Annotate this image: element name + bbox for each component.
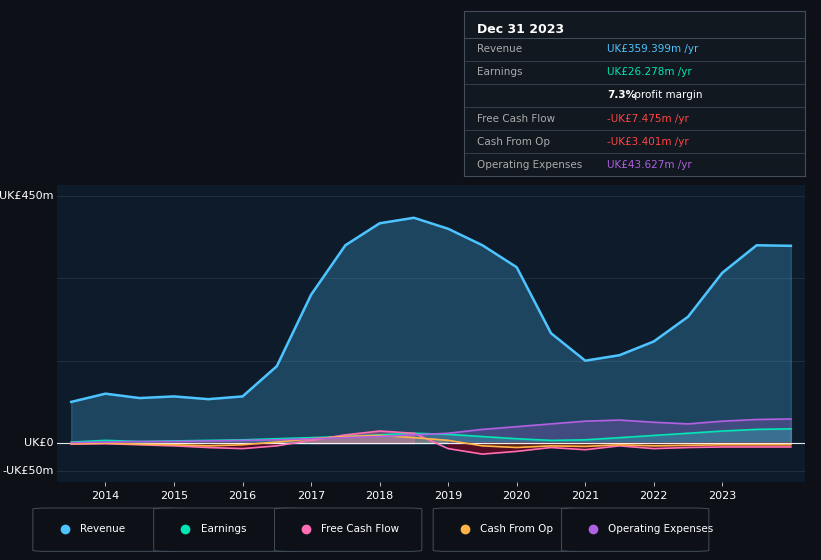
FancyBboxPatch shape	[562, 508, 709, 552]
Text: UK£359.399m /yr: UK£359.399m /yr	[607, 44, 699, 54]
FancyBboxPatch shape	[154, 508, 301, 552]
FancyBboxPatch shape	[274, 508, 422, 552]
Text: UK£450m: UK£450m	[0, 191, 53, 201]
Text: UK£26.278m /yr: UK£26.278m /yr	[607, 67, 692, 77]
Text: Earnings: Earnings	[478, 67, 523, 77]
Text: profit margin: profit margin	[631, 91, 702, 100]
Text: Operating Expenses: Operating Expenses	[478, 160, 583, 170]
Text: 7.3%: 7.3%	[607, 91, 636, 100]
Text: Operating Expenses: Operating Expenses	[608, 524, 713, 534]
Text: -UK£3.401m /yr: -UK£3.401m /yr	[607, 137, 689, 147]
Text: -UK£7.475m /yr: -UK£7.475m /yr	[607, 114, 689, 124]
Text: Cash From Op: Cash From Op	[480, 524, 553, 534]
Text: Dec 31 2023: Dec 31 2023	[478, 23, 565, 36]
Text: Free Cash Flow: Free Cash Flow	[321, 524, 400, 534]
Text: Free Cash Flow: Free Cash Flow	[478, 114, 556, 124]
Text: UK£0: UK£0	[25, 438, 53, 448]
Text: Cash From Op: Cash From Op	[478, 137, 551, 147]
Text: Revenue: Revenue	[80, 524, 125, 534]
Text: -UK£50m: -UK£50m	[2, 465, 53, 475]
Text: Revenue: Revenue	[478, 44, 523, 54]
Text: UK£43.627m /yr: UK£43.627m /yr	[607, 160, 692, 170]
FancyBboxPatch shape	[433, 508, 580, 552]
FancyBboxPatch shape	[33, 508, 180, 552]
Text: Earnings: Earnings	[200, 524, 246, 534]
